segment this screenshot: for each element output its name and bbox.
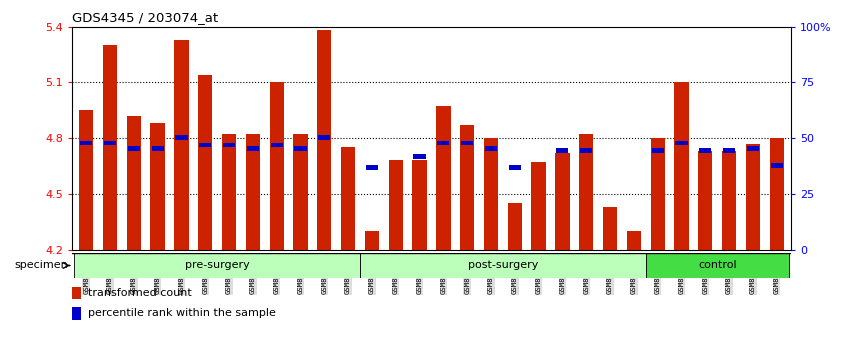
Bar: [103, 45, 117, 250]
Bar: [722, 151, 736, 250]
Bar: [674, 82, 689, 250]
Bar: [414, 154, 426, 159]
Bar: [175, 135, 188, 140]
Bar: [174, 40, 189, 250]
Bar: [484, 138, 498, 250]
Bar: [531, 162, 546, 250]
Bar: [74, 253, 360, 278]
Bar: [198, 75, 212, 250]
Bar: [222, 135, 236, 250]
Bar: [627, 231, 641, 250]
Bar: [580, 148, 592, 153]
Bar: [580, 135, 593, 250]
Bar: [223, 143, 235, 147]
Bar: [247, 147, 259, 151]
Bar: [199, 143, 212, 147]
Bar: [270, 82, 283, 250]
Text: transformed count: transformed count: [88, 288, 192, 298]
Bar: [771, 163, 783, 168]
Text: specimen: specimen: [14, 261, 68, 270]
Bar: [460, 125, 475, 250]
Bar: [485, 147, 497, 151]
Text: pre-surgery: pre-surgery: [184, 261, 250, 270]
Bar: [72, 307, 81, 320]
Bar: [294, 135, 308, 250]
Bar: [104, 141, 116, 145]
Bar: [675, 141, 688, 145]
Bar: [271, 143, 283, 147]
Bar: [508, 203, 522, 250]
Bar: [770, 138, 784, 250]
Bar: [747, 147, 759, 151]
Bar: [79, 110, 93, 250]
Text: control: control: [698, 261, 737, 270]
Bar: [294, 147, 306, 151]
Text: GDS4345 / 203074_at: GDS4345 / 203074_at: [72, 11, 218, 24]
Bar: [128, 147, 140, 151]
Bar: [360, 253, 645, 278]
Bar: [317, 30, 332, 250]
Bar: [72, 286, 81, 299]
Bar: [388, 160, 403, 250]
Bar: [651, 148, 664, 153]
Bar: [508, 165, 521, 170]
Bar: [645, 253, 788, 278]
Bar: [365, 231, 379, 250]
Bar: [698, 151, 712, 250]
Bar: [603, 207, 618, 250]
Bar: [555, 153, 569, 250]
Bar: [245, 135, 260, 250]
Bar: [341, 147, 355, 250]
Bar: [557, 148, 569, 153]
Text: percentile rank within the sample: percentile rank within the sample: [88, 308, 276, 318]
Bar: [437, 141, 449, 145]
Bar: [651, 138, 665, 250]
Text: post-surgery: post-surgery: [468, 261, 538, 270]
Bar: [723, 148, 735, 153]
Bar: [746, 144, 760, 250]
Bar: [151, 147, 164, 151]
Bar: [412, 160, 426, 250]
Bar: [437, 107, 451, 250]
Bar: [80, 141, 92, 145]
Bar: [699, 148, 711, 153]
Bar: [461, 141, 473, 145]
Bar: [365, 165, 378, 170]
Bar: [318, 135, 331, 140]
Bar: [127, 116, 141, 250]
Bar: [151, 123, 165, 250]
